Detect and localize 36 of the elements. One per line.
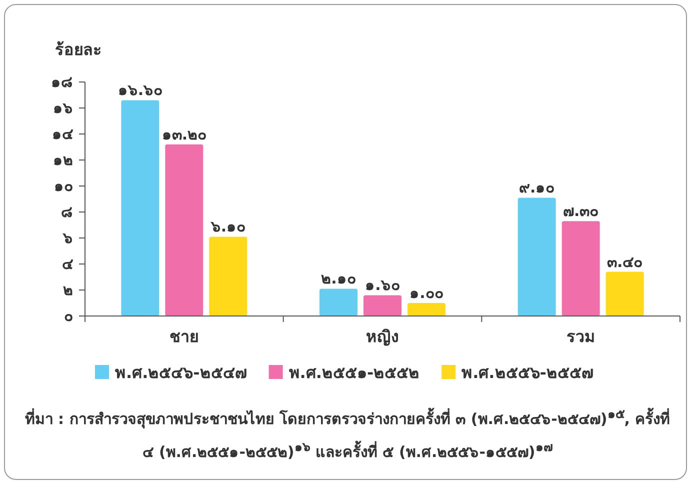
x-tick-label: รวม [566, 327, 596, 346]
bar [606, 272, 644, 316]
legend-label: พ.ศ.๒๕๕๖-๒๕๕๗ [462, 363, 594, 382]
y-tick-label: ๑๐ [54, 177, 73, 195]
bar [562, 221, 600, 316]
text: ที่มา : การสำรวจสุขภาพประชาชนไทย โดยการตรวจร่างกายครั้งที่ ๓ (พ.ศ.๒๕๔๖-๒๕๔๗)$^{๑๕}$, ครั้งที่ ๔ (พ.ศ.๒๕๕๑-๒๕๕๒)$^{๑๖}$ และครั้งที่ ๕ (พ.ศ.๒๕๕๖-๑๕๕๗)$^{๑๗}$ [24, 406, 670, 461]
y-tick-label: ๑๘ [51, 73, 73, 91]
y-tick-label: ๑๖ [53, 99, 73, 117]
x-tick-label: ชาย [170, 327, 199, 346]
y-tick-label: ๔ [62, 255, 74, 273]
data-label: ๗.๓๐ [562, 202, 599, 220]
data-label: ๒.๑๐ [321, 270, 356, 288]
data-label: ๑๓.๒๐ [162, 125, 207, 144]
legend-label: พ.ศ.๒๕๕๑-๒๕๕๒ [288, 363, 420, 382]
bar [364, 295, 402, 316]
data-label: ๑๖.๖๐ [118, 81, 163, 100]
bar [165, 144, 204, 316]
y-tick-label: ๒ [63, 281, 73, 299]
y-tick-label: ๘ [61, 203, 73, 221]
y-tick-label: ๐ [64, 307, 73, 325]
bar [518, 198, 556, 316]
legend-label: พ.ศ.๒๕๔๖-๒๕๔๗ [115, 363, 247, 382]
bar [121, 100, 160, 316]
data-label: ๓.๔๐ [606, 252, 643, 271]
bar [320, 288, 358, 316]
data-label: ๑.๐๐ [410, 284, 444, 302]
data-label: ๖.๑๐ [210, 218, 246, 236]
bar [408, 303, 446, 316]
y-tick-label: ๑๔ [52, 125, 74, 143]
x-tick-label: หญิง [366, 327, 399, 347]
y-tick-label: ๖ [62, 229, 73, 247]
y-tick-label: ๑๒ [53, 151, 73, 169]
bar [209, 236, 248, 316]
data-label: ๑.๖๐ [365, 276, 400, 294]
data-label: ๙.๑๐ [518, 178, 555, 197]
y-axis-title: ร้อยละ [55, 40, 102, 59]
